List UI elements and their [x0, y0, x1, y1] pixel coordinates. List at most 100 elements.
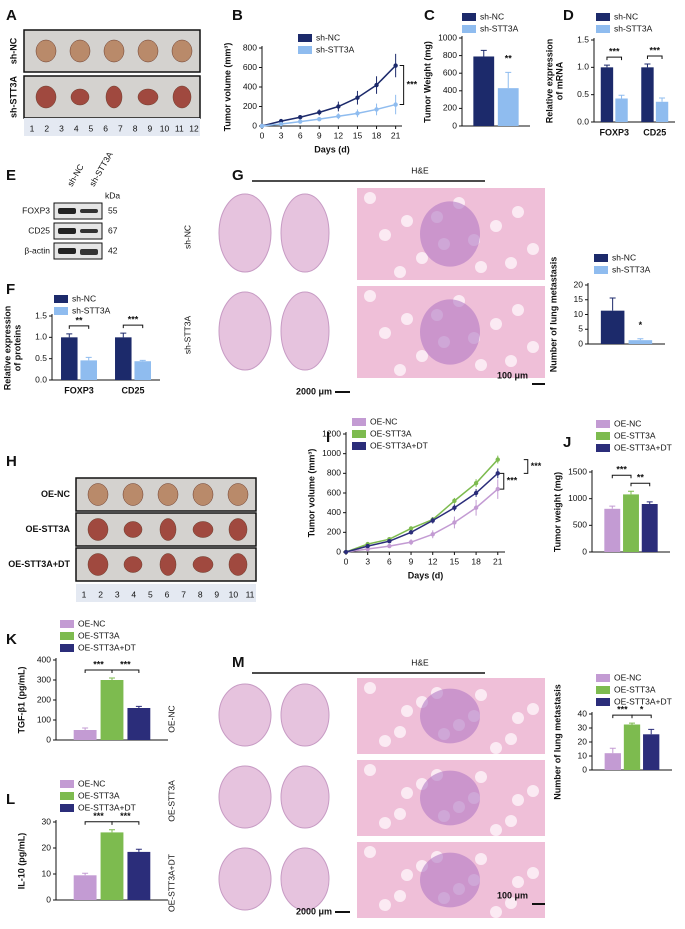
y-axis-label: Tumor volume (mm³) [222, 43, 232, 132]
band-label: FOXP3 [22, 205, 50, 215]
y-tick-label: 400 [327, 507, 341, 517]
y-axis-label: Number of lung metastasis [552, 684, 562, 800]
alveolus [505, 355, 517, 367]
series-line [345, 472, 499, 553]
point [343, 549, 349, 555]
ruler-number: 9 [214, 589, 219, 599]
x-tick-label: 21 [493, 556, 503, 566]
point [336, 114, 341, 119]
error-bar [85, 356, 92, 361]
error-bar [139, 359, 146, 362]
legend-swatch [596, 686, 610, 694]
tumor [35, 85, 57, 109]
y-axis-label: of proteins [12, 325, 22, 372]
tumor [103, 39, 125, 63]
point [336, 104, 341, 109]
y-tick-label: 800 [327, 468, 341, 478]
point [374, 107, 379, 112]
y-axis-label: Tumor Weight (mg) [422, 41, 432, 123]
bar [115, 337, 132, 380]
row-label: sh-STT3A [8, 76, 18, 119]
significance-bracket [606, 56, 623, 61]
ruler-number: 12 [189, 123, 199, 133]
legend-swatch [60, 780, 74, 788]
legend-swatch [352, 418, 366, 426]
significance-bracket [646, 55, 663, 60]
alveolus [512, 794, 524, 806]
ruler-number: 6 [165, 589, 170, 599]
error-bar [82, 727, 89, 730]
point [452, 520, 457, 525]
legend-label: OE-STT3A [614, 684, 656, 694]
series-line [345, 488, 499, 553]
tumor [122, 483, 144, 506]
x-tick-label: 18 [372, 130, 382, 140]
significance-bracket [630, 482, 651, 487]
bar [623, 724, 641, 770]
legend-swatch [594, 254, 608, 262]
alveolus [512, 304, 524, 316]
alveolus [527, 703, 539, 715]
x-tick-label: 6 [298, 130, 303, 140]
y-tick-label: 1.0 [35, 332, 47, 342]
y-tick-label: 200 [243, 101, 257, 111]
y-tick-label: 0 [252, 120, 257, 130]
point [495, 471, 500, 476]
band-kda: 55 [108, 205, 118, 215]
bar [600, 310, 625, 344]
lung-lobe [280, 765, 330, 829]
point [297, 115, 303, 120]
legend-swatch [594, 266, 608, 274]
bar [80, 360, 97, 380]
legend-label: sh-STT3A [316, 44, 355, 54]
panel-letter: A [6, 7, 17, 24]
point [452, 498, 457, 504]
ruler-number: 7 [181, 589, 186, 599]
lesion [420, 299, 480, 365]
y-tick-label: 0.5 [577, 89, 589, 99]
legend-label: OE-NC [78, 778, 105, 788]
legend-swatch [596, 25, 610, 33]
bar [600, 67, 614, 122]
bar [641, 67, 654, 122]
tumor [192, 483, 214, 506]
significance-label: *** [616, 465, 627, 475]
x-tick-label: FOXP3 [64, 385, 94, 395]
bar [100, 680, 124, 740]
alveolus [394, 266, 406, 278]
legend-swatch [596, 444, 610, 452]
legend-swatch [60, 792, 74, 800]
legend-label: OE-STT3A+DT [614, 696, 672, 706]
alveolus [394, 890, 406, 902]
alveolus [475, 689, 487, 701]
x-tick-label: 21 [391, 130, 401, 140]
error-bar [659, 97, 666, 102]
alveolus [512, 206, 524, 218]
y-axis-label: Relative expression [544, 39, 554, 124]
y-tick-label: 15 [574, 294, 584, 304]
legend-label: OE-NC [78, 618, 105, 628]
bar [61, 337, 78, 380]
error-bar [609, 747, 616, 754]
lung-lobe [218, 847, 272, 911]
bar [134, 361, 151, 380]
alveolus [394, 808, 406, 820]
tumor [123, 556, 143, 573]
legend-label: OE-STT3A+DT [78, 802, 136, 812]
panel-letter: L [6, 791, 15, 808]
error-bar [628, 490, 634, 495]
y-tick-label: 1000 [568, 493, 587, 503]
lung-lobe [280, 193, 330, 273]
point [408, 539, 414, 545]
legend-label: sh-STT3A [72, 305, 111, 315]
significance-label: *** [507, 476, 518, 486]
significance-bracket [111, 669, 140, 673]
bar [641, 504, 658, 552]
error-bar [603, 64, 610, 68]
x-tick-label: 3 [279, 130, 284, 140]
significance-label: *** [609, 47, 620, 57]
legend-label: sh-STT3A [480, 23, 519, 33]
legend-label: sh-NC [612, 252, 636, 262]
y-axis-label: Relative expression [2, 306, 12, 391]
scale-bar-label: 2000 μm [296, 906, 332, 916]
